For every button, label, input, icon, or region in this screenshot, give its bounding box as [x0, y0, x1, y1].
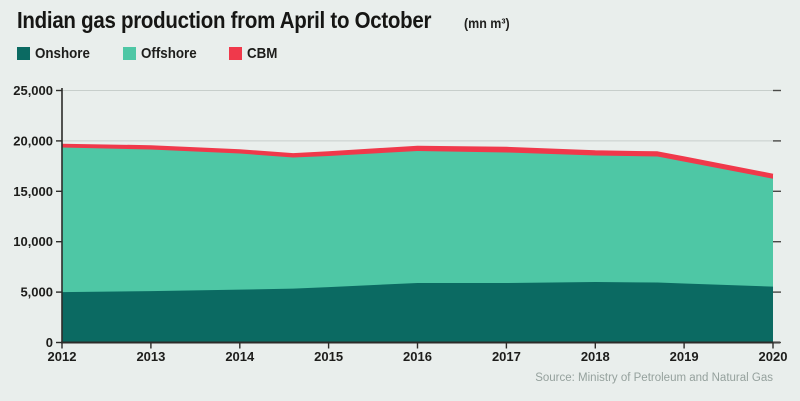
- offshore-swatch-icon: [122, 47, 136, 60]
- x-tick-label: 2018: [581, 349, 610, 364]
- y-tick-label: 10,000: [13, 234, 53, 249]
- x-tick-label: 2016: [403, 349, 432, 364]
- chart-title: Indian gas production from April to Octo…: [17, 7, 516, 34]
- onshore-swatch-icon: [17, 47, 30, 60]
- x-tick-label: 2014: [225, 349, 255, 364]
- x-tick-label: 2015: [314, 349, 343, 364]
- x-tick-label: 2019: [670, 349, 699, 364]
- cbm-top-line: [61, 143, 774, 177]
- legend-label-cbm: CBM: [247, 45, 278, 62]
- x-tick-label: 2020: [759, 349, 788, 364]
- y-tick-label: 20,000: [13, 133, 53, 148]
- y-tick-label: 5,000: [20, 285, 53, 300]
- x-tick-label: 2017: [492, 349, 521, 364]
- legend: Onshore Offshore CBM: [17, 45, 281, 62]
- legend-item-offshore: Offshore: [122, 45, 204, 62]
- x-tick-label: 2012: [48, 349, 77, 364]
- y-tick-label: 25,000: [13, 83, 53, 98]
- legend-label-offshore: Offshore: [140, 45, 197, 62]
- source-credit: Source: Ministry of Petroleum and Natura…: [535, 372, 773, 384]
- x-tick-label: 2013: [136, 349, 165, 364]
- legend-item-cbm: CBM: [229, 45, 281, 62]
- cbm-swatch-icon: [229, 47, 243, 60]
- chart-title-unit: (mn m³): [464, 15, 511, 31]
- chart-title-text: Indian gas production from April to Octo…: [17, 7, 432, 33]
- legend-item-onshore: Onshore: [17, 45, 97, 62]
- legend-label-onshore: Onshore: [35, 45, 90, 62]
- y-tick-label: 0: [46, 335, 53, 350]
- y-tick-label: 15,000: [13, 184, 53, 199]
- area-onshore: [62, 282, 773, 343]
